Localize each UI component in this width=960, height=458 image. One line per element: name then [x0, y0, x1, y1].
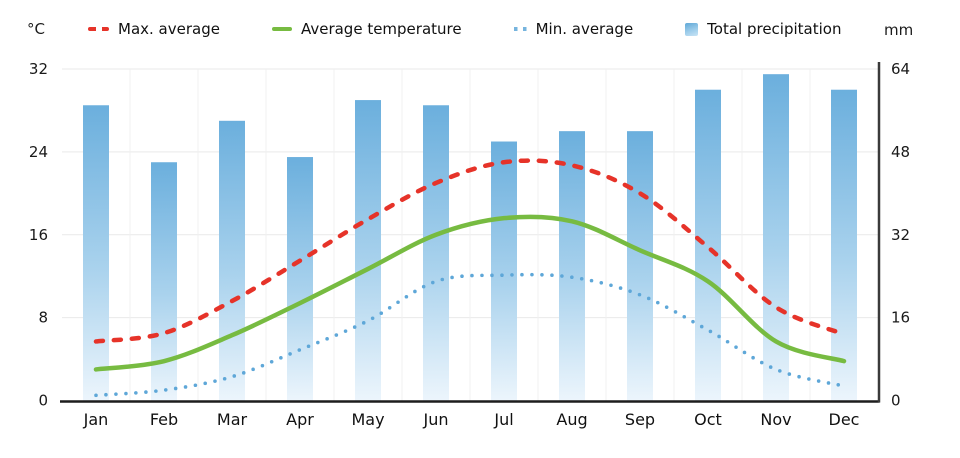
precipitation-bar — [831, 89, 857, 401]
precipitation-bar — [219, 120, 245, 401]
precipitation-bar-icon — [685, 22, 699, 36]
precipitation-bar — [491, 141, 517, 401]
legend-label: Total precipitation — [707, 20, 842, 38]
precipitation-bar — [83, 105, 109, 401]
chart-legend: Max. average Average temperature Min. av… — [88, 16, 841, 42]
month-label: Jan — [83, 410, 109, 429]
legend-label: Min. average — [535, 20, 634, 38]
right-axis-tick-label: 32 — [891, 226, 910, 244]
max-average-dashed-line-icon — [88, 26, 109, 32]
precipitation-bar — [355, 100, 381, 401]
right-axis-tick-label: 64 — [891, 60, 910, 78]
month-label: Sep — [625, 410, 655, 429]
precipitation-bar — [423, 105, 449, 401]
legend-item-max-average[interactable]: Max. average — [88, 20, 220, 38]
min-average-dotted-line-icon — [513, 27, 527, 31]
legend-item-min-average[interactable]: Min. average — [513, 20, 634, 38]
precipitation-bar — [559, 131, 585, 401]
average-temperature-line — [93, 214, 847, 372]
month-label: Apr — [286, 410, 314, 429]
month-label: Jul — [493, 410, 513, 429]
month-label: May — [351, 410, 384, 429]
month-label: Feb — [150, 410, 178, 429]
month-label: Mar — [217, 410, 248, 429]
left-axis-tick-label: 16 — [29, 226, 48, 244]
legend-label: Average temperature — [300, 20, 462, 38]
left-axis-tick-label: 8 — [38, 309, 48, 327]
month-label: Dec — [829, 410, 860, 429]
left-axis-tick-label: 24 — [29, 143, 48, 161]
month-label: Nov — [760, 410, 791, 429]
right-axis-tick-label: 0 — [891, 392, 901, 410]
legend-item-average-temperature[interactable]: Average temperature — [271, 20, 462, 38]
legend-label: Max. average — [118, 20, 220, 38]
legend-item-total-precipitation[interactable]: Total precipitation — [685, 20, 841, 38]
month-label: Oct — [694, 410, 722, 429]
precipitation-bar — [695, 89, 721, 401]
left-axis-tick-label: 0 — [38, 392, 48, 410]
right-axis-unit-label: mm — [884, 21, 914, 39]
left-axis-unit-label: °C — [27, 20, 45, 38]
right-axis-tick-label: 16 — [891, 309, 910, 327]
right-axis-tick-label: 48 — [891, 143, 910, 161]
month-label: Jun — [423, 410, 449, 429]
precipitation-bar — [763, 74, 789, 401]
average-temperature-line-icon — [271, 26, 292, 32]
min-average-line — [94, 272, 846, 398]
month-label: Aug — [556, 410, 587, 429]
precipitation-bar — [287, 157, 313, 401]
left-axis-tick-label: 32 — [29, 60, 48, 78]
precipitation-bar — [627, 131, 653, 401]
